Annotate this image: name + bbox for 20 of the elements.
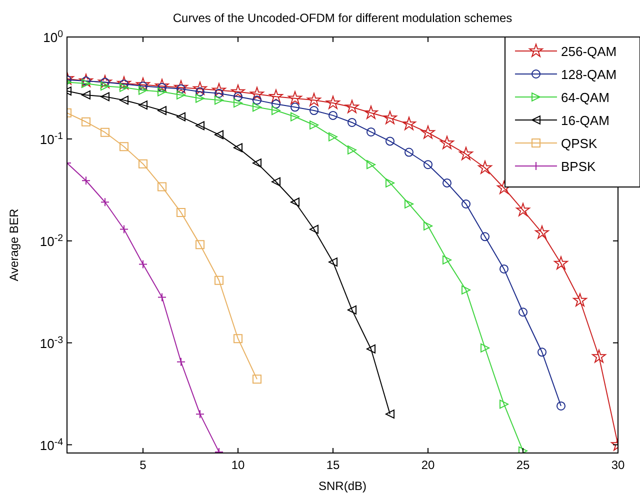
y-tick-label: 10$^{-2}$ <box>40 232 63 249</box>
legend-label: 64-QAM <box>561 90 610 105</box>
x-axis-title: SNR(dB) <box>318 479 367 493</box>
y-tick-label: 10$^{0}$ <box>43 28 64 45</box>
x-tick-label: 15 <box>326 458 340 472</box>
legend-label: 16-QAM <box>561 113 610 128</box>
legend-label: QPSK <box>561 136 598 151</box>
y-tick-label: 10$^{-3}$ <box>40 334 63 351</box>
x-tick-label: 10 <box>231 458 245 472</box>
y-axis-title: Average BER <box>7 208 21 282</box>
legend-label: 128-QAM <box>561 67 617 82</box>
x-tick-label: 20 <box>421 458 435 472</box>
y-tick-label: 10$^{-1}$ <box>40 130 63 147</box>
x-tick-label: 25 <box>516 458 530 472</box>
x-tick-label: 5 <box>140 458 147 472</box>
y-tick-label: 10$^{-4}$ <box>40 436 64 453</box>
chart-title: Curves of the Uncoded-OFDM for different modulation schemes <box>172 11 512 25</box>
legend-label: 256-QAM <box>561 44 617 59</box>
legend-label: BPSK <box>561 159 596 174</box>
x-tick-label: 30 <box>611 458 625 472</box>
